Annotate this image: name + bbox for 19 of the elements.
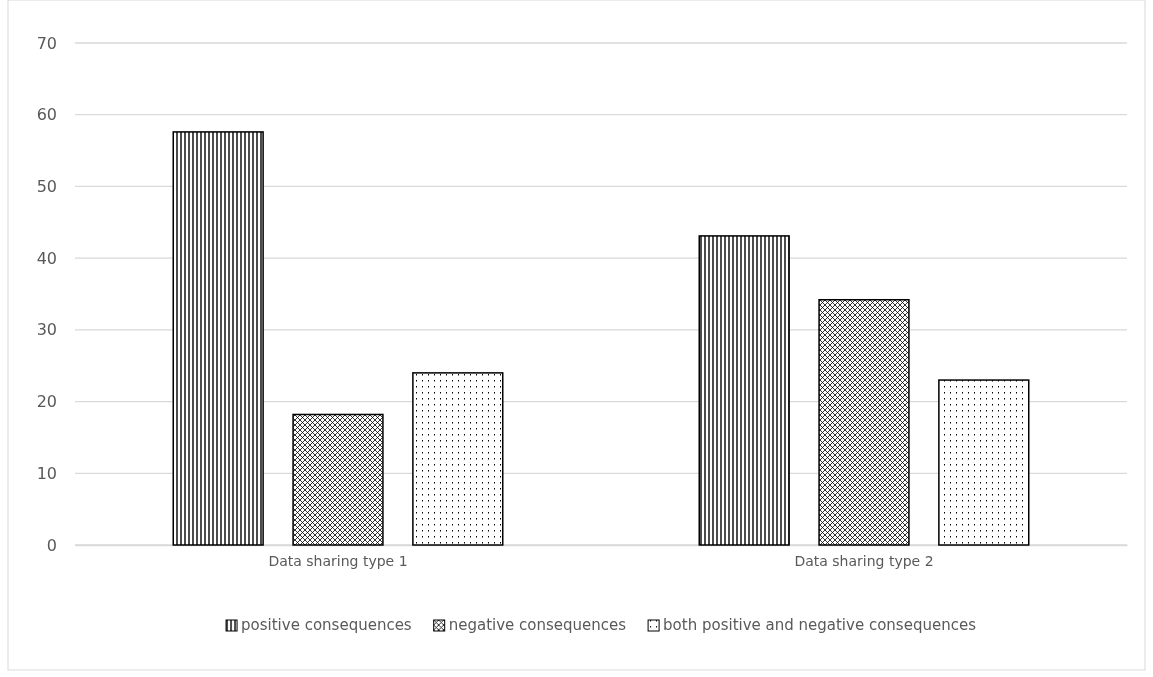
bar <box>172 131 264 546</box>
legend-label: negative consequences <box>448 616 627 634</box>
y-tick-label: 30 <box>36 320 57 340</box>
y-tick-label: 20 <box>36 392 57 412</box>
bar <box>938 379 1030 546</box>
bar <box>292 413 384 546</box>
bar <box>412 372 504 546</box>
bar <box>698 235 790 546</box>
y-tick-label: 50 <box>36 177 57 197</box>
x-tick-label: Data sharing type 1 <box>268 553 408 569</box>
y-tick-label: 0 <box>46 535 57 555</box>
y-tick-label: 70 <box>36 33 57 53</box>
y-tick-label: 40 <box>36 248 57 268</box>
y-tick-label: 10 <box>36 463 57 483</box>
x-tick-label: Data sharing type 2 <box>794 553 934 569</box>
y-tick-label: 60 <box>36 105 57 125</box>
legend-label: positive consequences <box>241 616 412 634</box>
legend-label: both positive and negative consequences <box>663 616 977 634</box>
bar <box>818 298 910 546</box>
